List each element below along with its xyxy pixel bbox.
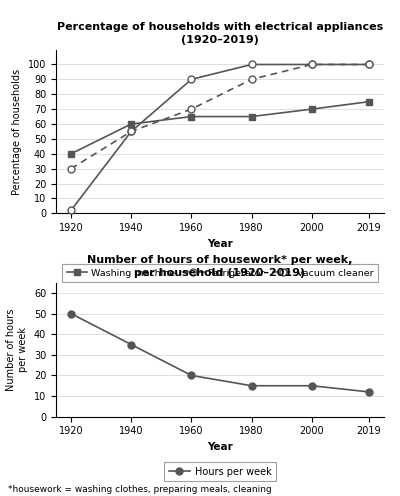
- Legend: Washing machine, Refrigerator, Vacuum cleaner: Washing machine, Refrigerator, Vacuum cl…: [62, 264, 378, 282]
- X-axis label: Year: Year: [207, 442, 233, 452]
- Title: Percentage of households with electrical appliances
(1920–2019): Percentage of households with electrical…: [57, 22, 383, 45]
- Legend: Hours per week: Hours per week: [164, 462, 276, 482]
- X-axis label: Year: Year: [207, 239, 233, 248]
- Text: *housework = washing clothes, preparing meals, cleaning: *housework = washing clothes, preparing …: [8, 485, 272, 494]
- Title: Number of hours of housework* per week,
per household (1920–2019): Number of hours of housework* per week, …: [87, 255, 353, 278]
- Y-axis label: Percentage of households: Percentage of households: [12, 68, 22, 194]
- Y-axis label: Number of hours
per week: Number of hours per week: [6, 309, 28, 391]
